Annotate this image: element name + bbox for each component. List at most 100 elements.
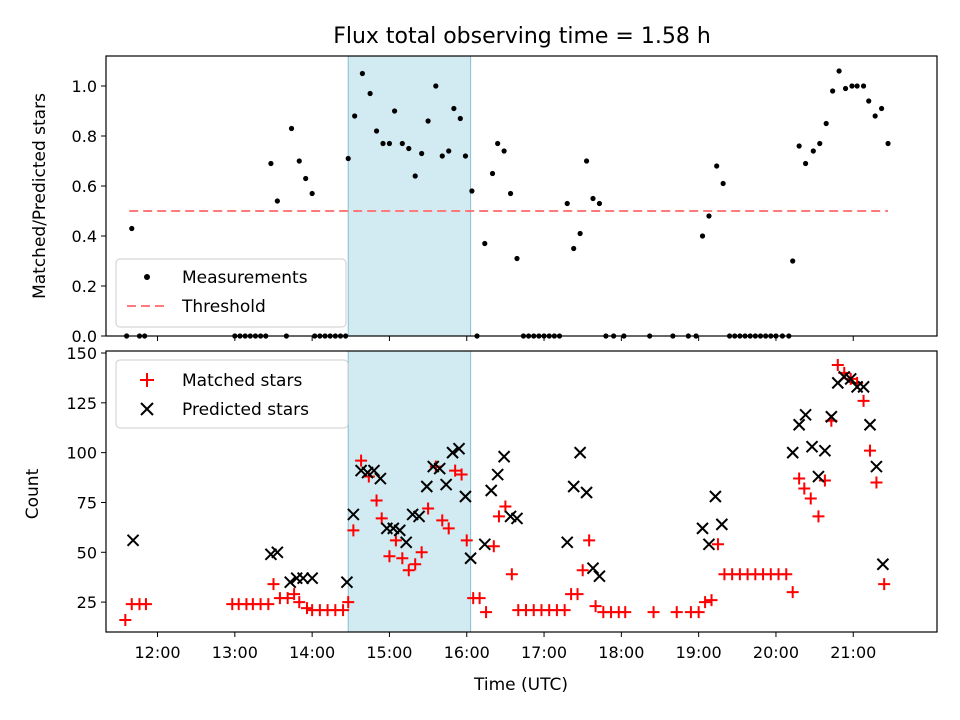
threshold-legend-label: Threshold <box>181 297 266 317</box>
measurement-point <box>425 118 431 124</box>
predicted-stars-legend-label: Predicted stars <box>182 400 309 420</box>
matched-stars-point <box>460 534 473 547</box>
measurement-point <box>386 140 393 147</box>
matched-stars-point <box>383 550 396 563</box>
predicted-stars-point <box>433 462 446 475</box>
matched-stars-point <box>389 534 402 547</box>
matched-stars-point <box>589 600 602 613</box>
measurement-point <box>446 148 452 154</box>
matched-stars-point <box>870 476 883 489</box>
count-y-tick-label: 150 <box>66 344 97 363</box>
count-y-tick-label: 125 <box>66 394 97 413</box>
predicted-stars-legend-marker <box>140 402 154 416</box>
measurement-point <box>836 68 842 74</box>
count-x-tick-label: 18:00 <box>598 643 644 662</box>
measurement-point <box>367 90 373 97</box>
predicted-stars-point <box>825 410 838 423</box>
measurement-point <box>802 160 809 167</box>
matched-stars-point <box>786 586 799 599</box>
predicted-stars-point <box>367 464 381 477</box>
count-x-axis: 12:00 13:00 14:00 15:00 16:00 17:00 18:00 19:00… <box>134 632 876 662</box>
matched-stars-point <box>288 588 301 601</box>
predicted-stars-point <box>863 418 877 431</box>
count-x-axis-label: Time (UTC) <box>473 675 568 695</box>
measurements-legend-label: Measurements <box>182 268 308 288</box>
matched-stars-point <box>281 592 294 605</box>
measurement-point <box>823 120 829 127</box>
predicted-stars-point <box>792 418 806 431</box>
measurement-point <box>309 190 315 197</box>
measurement-point <box>571 245 577 252</box>
matched-stars-point <box>402 564 415 577</box>
measurement-point <box>885 140 891 147</box>
measurement-point <box>866 98 872 104</box>
measurement-point <box>590 195 596 202</box>
ratio-y-tick-label: 0.4 <box>72 227 97 246</box>
measurement-point <box>872 113 878 119</box>
measurement-point <box>296 158 302 164</box>
ratio-legend: Measurements Threshold <box>115 258 347 328</box>
matched-stars-point <box>455 468 468 481</box>
matched-stars-point <box>492 510 505 523</box>
measurement-point <box>714 163 720 169</box>
measurement-point <box>391 108 398 114</box>
ratio-y-tick-label: 0.0 <box>72 327 97 346</box>
matched-stars-point <box>647 606 660 619</box>
matched-stars-point <box>619 606 632 619</box>
measurement-point <box>501 148 507 154</box>
predicted-stars-point <box>305 571 319 585</box>
count-panel: 25 50 75 100 125 150 12:00 13:00 14:00 15:00 16:0… <box>23 344 938 695</box>
predicted-stars-point <box>478 538 491 551</box>
count-x-tick-label: 15:00 <box>366 643 412 662</box>
measurement-point <box>288 125 295 132</box>
measurement-point <box>796 143 802 149</box>
measurement-point <box>564 200 570 207</box>
matched-stars-point <box>415 546 428 559</box>
matched-stars-point <box>300 602 313 615</box>
matched-stars-point <box>347 524 360 537</box>
predicted-stars-point <box>464 552 477 565</box>
measurement-point <box>596 200 603 207</box>
predicted-stars-point <box>709 490 722 503</box>
matched-stars-point <box>505 568 518 581</box>
measurement-point <box>790 258 796 264</box>
predicted-stars-point <box>399 536 413 549</box>
matched-stars-point <box>396 552 409 565</box>
matched-stars-point <box>711 538 724 551</box>
measurement-point <box>352 113 358 119</box>
measurement-point <box>457 115 463 122</box>
matched-stars-point <box>804 492 817 505</box>
measurement-point <box>469 188 475 194</box>
predicted-stars-point <box>340 575 354 589</box>
predicted-stars-point <box>485 484 498 497</box>
predicted-stars-point <box>491 468 504 481</box>
measurement-point <box>495 140 501 147</box>
count-x-tick-label: 12:00 <box>134 643 180 662</box>
measurement-point <box>810 148 816 154</box>
predicted-stars-point <box>497 450 511 463</box>
predicted-stars-point <box>580 486 593 499</box>
matched-stars-point <box>293 596 306 609</box>
ratio-panel-highlight-span <box>347 55 472 337</box>
measurement-point <box>830 88 836 94</box>
matched-stars-point <box>409 558 422 571</box>
count-x-tick-label: 16:00 <box>444 643 490 662</box>
matched-stars-legend-marker <box>140 373 154 387</box>
matched-stars-point <box>480 606 493 619</box>
measurement-point <box>507 190 514 197</box>
predicted-stars-point <box>702 538 716 551</box>
matched-stars-point <box>449 464 462 477</box>
ratio-x-ticks <box>157 336 854 341</box>
predicted-stars-point <box>844 372 857 386</box>
matched-stars-point <box>436 514 449 527</box>
predicted-stars-point <box>374 472 387 485</box>
predicted-stars-point <box>393 524 406 537</box>
measurement-point <box>419 150 425 157</box>
measurement-point <box>817 140 823 147</box>
matched-stars-point <box>375 512 388 525</box>
matched-stars-point <box>429 460 442 473</box>
predicted-stars-point <box>786 446 799 459</box>
matched-stars-point <box>864 444 877 457</box>
predicted-stars-point <box>452 442 466 455</box>
predicted-stars-point <box>818 444 832 457</box>
